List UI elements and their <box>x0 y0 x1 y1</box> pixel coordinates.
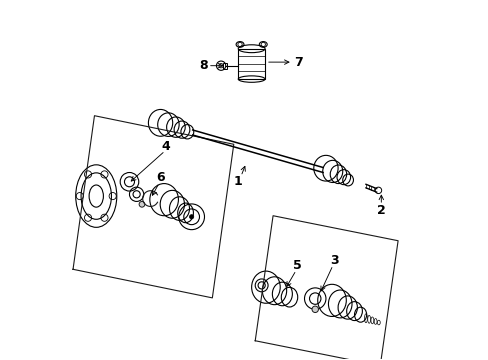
Text: 5: 5 <box>292 259 301 272</box>
Circle shape <box>311 306 318 312</box>
Circle shape <box>189 215 193 219</box>
Text: 8: 8 <box>199 59 207 72</box>
Text: 7: 7 <box>293 55 302 69</box>
Text: 3: 3 <box>329 254 338 267</box>
Bar <box>238 49 264 79</box>
Text: 1: 1 <box>233 175 242 188</box>
Text: 4: 4 <box>162 140 170 153</box>
Bar <box>223 63 226 68</box>
Circle shape <box>139 202 144 207</box>
Text: 6: 6 <box>156 171 164 184</box>
Text: 2: 2 <box>376 204 385 217</box>
